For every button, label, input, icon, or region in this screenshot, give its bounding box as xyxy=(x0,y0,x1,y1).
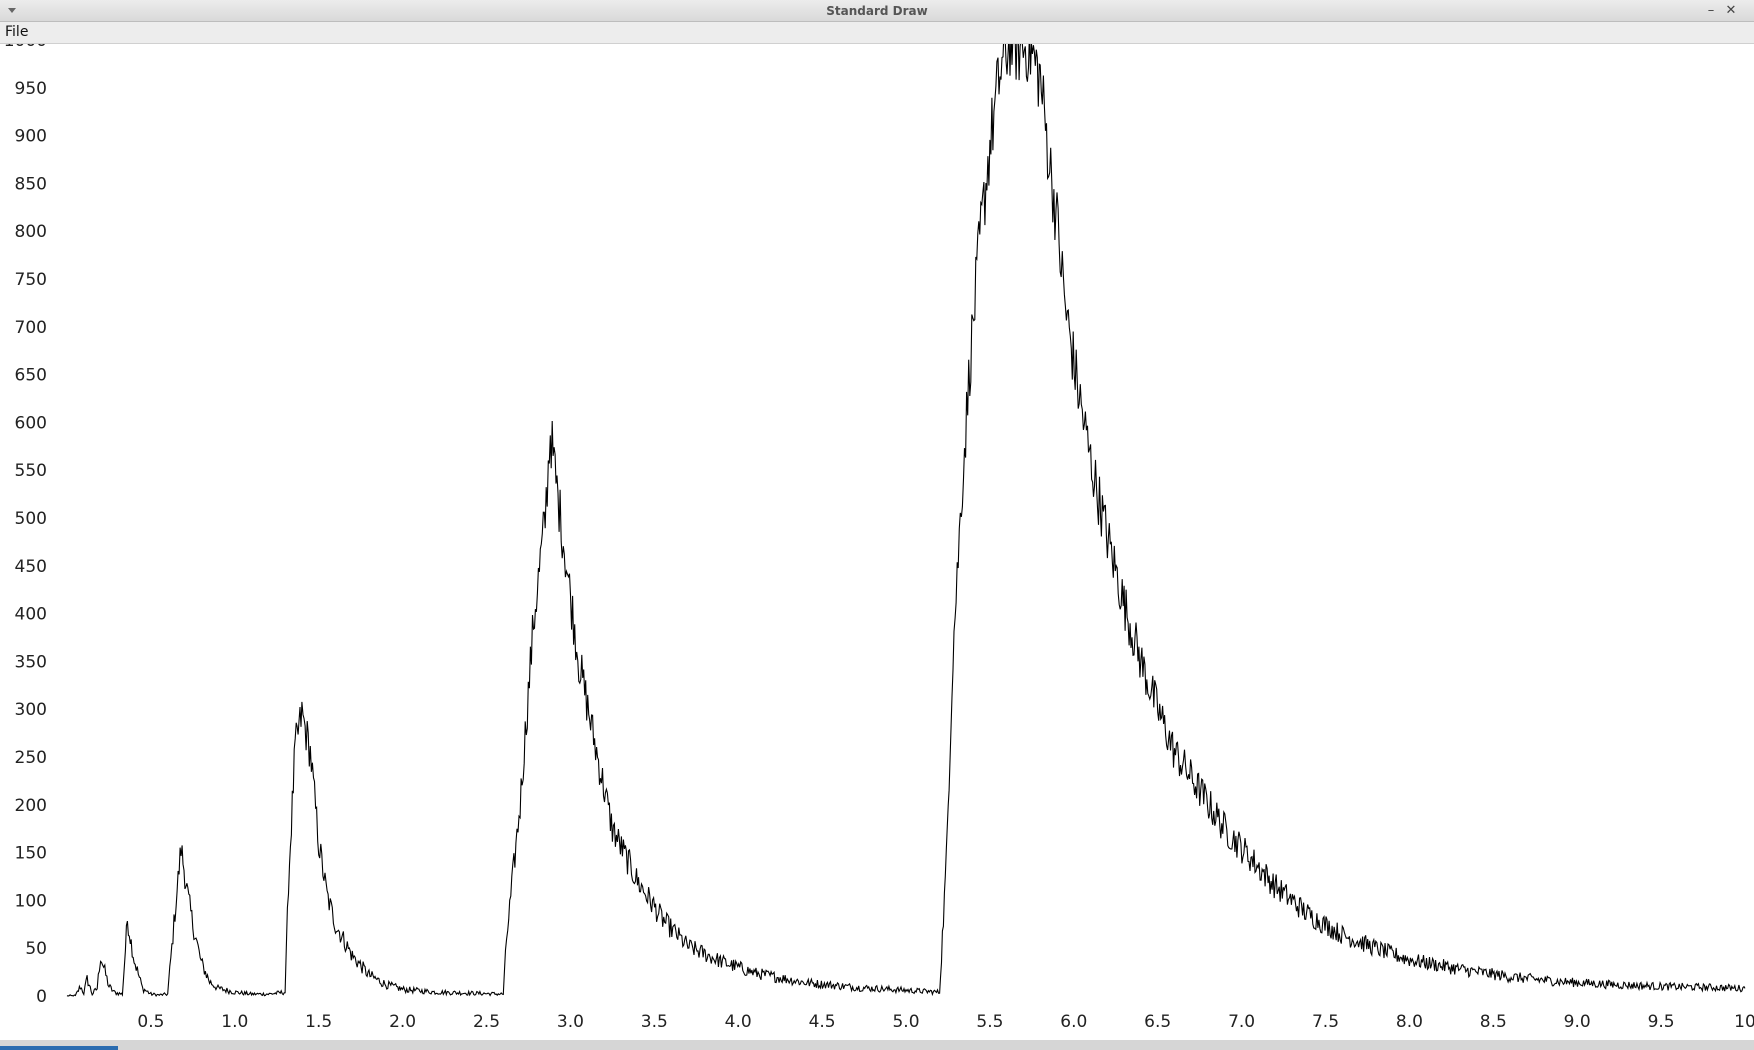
x-tick-label: 2.5 xyxy=(473,1012,500,1032)
y-tick-label: 850 xyxy=(15,174,47,194)
bottom-scroll-strip xyxy=(0,1040,1754,1050)
y-tick-label: 650 xyxy=(15,366,47,386)
x-tick-label: 9.0 xyxy=(1564,1012,1591,1032)
y-tick-label: 0 xyxy=(36,987,47,1007)
series-line-signal xyxy=(66,44,1746,998)
y-tick-label: 950 xyxy=(15,79,47,99)
menu-file[interactable]: File xyxy=(5,24,29,40)
y-tick-label: 1000 xyxy=(4,44,47,51)
x-tick-label: 7.5 xyxy=(1312,1012,1339,1032)
x-tick-label: 1.0 xyxy=(221,1012,248,1032)
y-tick-label: 500 xyxy=(15,509,47,529)
y-tick-label: 750 xyxy=(15,270,47,290)
y-tick-label: 250 xyxy=(15,748,47,768)
window-title: Standard Draw xyxy=(826,4,928,18)
window-menu-icon[interactable] xyxy=(8,8,16,13)
y-tick-label: 350 xyxy=(15,652,47,672)
y-tick-label: 900 xyxy=(15,127,47,147)
y-tick-label: 600 xyxy=(15,413,47,433)
line-chart: 0 50 100 150 200 250 300 350 400 450 500 550 600 650 7… xyxy=(4,44,1754,1032)
y-tick-label: 700 xyxy=(15,318,47,338)
x-tick-label: 6.5 xyxy=(1144,1012,1171,1032)
x-tick-label: 2.0 xyxy=(389,1012,416,1032)
x-tick-label: 3.5 xyxy=(641,1012,668,1032)
drawing-canvas: 0 50 100 150 200 250 300 350 400 450 500 550 600 650 7… xyxy=(0,44,1754,1040)
y-tick-label: 200 xyxy=(15,796,47,816)
y-tick-label: 800 xyxy=(15,222,47,242)
y-tick-label: 150 xyxy=(15,844,47,864)
y-tick-label: 450 xyxy=(15,557,47,577)
close-icon[interactable]: ✕ xyxy=(1725,3,1737,18)
minimize-icon[interactable]: – xyxy=(1707,3,1715,18)
x-tick-label: 8.0 xyxy=(1396,1012,1423,1032)
y-tick-label: 550 xyxy=(15,461,47,481)
x-tick-label: 6.0 xyxy=(1060,1012,1087,1032)
taskbar-accent xyxy=(0,1046,118,1050)
x-tick-label: 10 xyxy=(1734,1012,1754,1032)
x-tick-label: 0.5 xyxy=(137,1012,164,1032)
x-tick-label: 7.0 xyxy=(1228,1012,1255,1032)
y-tick-label: 100 xyxy=(15,891,47,911)
y-tick-label: 400 xyxy=(15,605,47,625)
x-tick-label: 1.5 xyxy=(305,1012,332,1032)
x-tick-label: 5.0 xyxy=(892,1012,919,1032)
menu-bar: File xyxy=(0,22,1754,44)
x-tick-label: 5.5 xyxy=(976,1012,1003,1032)
x-tick-label: 9.5 xyxy=(1648,1012,1675,1032)
x-tick-label: 8.5 xyxy=(1480,1012,1507,1032)
x-tick-label: 4.5 xyxy=(809,1012,836,1032)
y-tick-label: 50 xyxy=(25,939,47,959)
title-bar: Standard Draw – ✕ xyxy=(0,0,1754,22)
x-tick-label: 4.0 xyxy=(725,1012,752,1032)
x-tick-label: 3.0 xyxy=(557,1012,584,1032)
y-tick-label: 300 xyxy=(15,700,47,720)
